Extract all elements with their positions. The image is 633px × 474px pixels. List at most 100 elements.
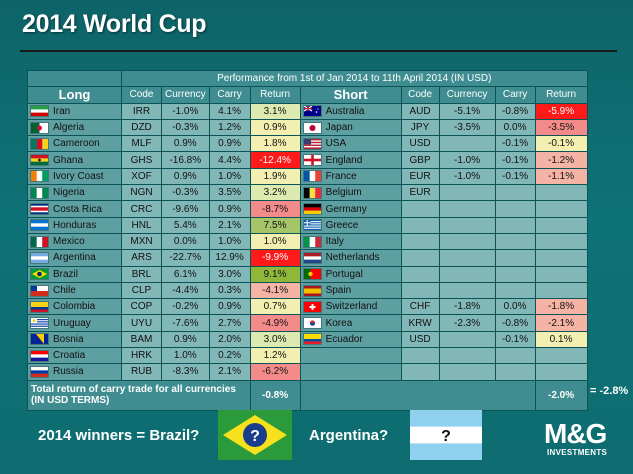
long-country-name: Uruguay — [53, 317, 91, 329]
short-country-name: Ecuador — [325, 333, 363, 345]
long-code: CRC — [121, 200, 162, 218]
long-return: -9.9% — [249, 249, 301, 267]
short-country-name: Netherlands — [325, 252, 380, 264]
long-country-name: Honduras — [53, 219, 97, 231]
long-currency: -4.4% — [161, 281, 210, 300]
long-carry: 2.7% — [208, 314, 251, 332]
france-flag-icon — [302, 170, 322, 183]
long-carry: 2.1% — [208, 363, 251, 381]
long-currency: 0.9% — [161, 330, 210, 349]
long-country-name: Mexico — [53, 236, 85, 248]
short-carry — [494, 216, 536, 234]
short-carry — [494, 200, 536, 218]
long-code: XOF — [121, 167, 162, 186]
short-return: -1.2% — [534, 151, 588, 169]
long-country-name: Russia — [53, 366, 84, 378]
long-code: MLF — [121, 135, 162, 153]
short-code: EUR — [400, 184, 440, 202]
short-code: USD — [400, 330, 440, 349]
total-net-return: = -2.8% — [590, 385, 629, 397]
short-code: GBP — [400, 151, 440, 169]
short-country-cell: England — [299, 151, 402, 169]
long-code: HNL — [121, 216, 162, 234]
total-spacer — [299, 379, 536, 411]
blank-header-cell — [27, 69, 122, 88]
long-country-name: Costa Rica — [53, 203, 102, 215]
long-country-cell: Honduras — [27, 216, 122, 234]
short-country-cell — [299, 347, 402, 365]
costa-rica-flag-icon — [30, 203, 49, 216]
ghana-flag-icon — [30, 154, 49, 167]
long-code: IRR — [121, 102, 162, 120]
argentina-question-mark: ? — [441, 428, 451, 445]
short-return: -2.1% — [534, 314, 588, 332]
usa-flag-icon — [302, 137, 322, 150]
table-row: Russia RUB -8.3% 2.1% -6.2% — [27, 363, 588, 381]
short-country-cell: Switzerland — [299, 298, 402, 316]
short-country-cell: Spain — [299, 281, 402, 300]
long-return: 0.9% — [249, 118, 301, 137]
short-currency — [438, 330, 496, 349]
long-currency: 0.9% — [161, 135, 210, 153]
table-row: Brazil BRL 6.1% 3.0% 9.1% Portugal — [27, 265, 588, 283]
short-code — [400, 281, 440, 300]
short-country-cell: Greece — [299, 216, 402, 234]
long-currency: 0.0% — [161, 232, 210, 251]
short-currency — [438, 184, 496, 202]
long-carry: 1.0% — [208, 232, 251, 251]
short-return — [534, 216, 588, 234]
short-country-cell: Korea — [299, 314, 402, 332]
long-carry: 1.2% — [208, 118, 251, 137]
short-currency — [438, 135, 496, 153]
short-carry — [494, 249, 536, 267]
table-row: Cameroon MLF 0.9% 0.9% 1.8% USA USD -0.1% -0.1% — [27, 135, 588, 153]
short-country-cell: Italy — [299, 232, 402, 251]
short-country-cell: Australia — [299, 102, 402, 120]
short-return — [534, 249, 588, 267]
table-row: Argentina ARS -22.7% 12.9% -9.9% Netherlands — [27, 249, 588, 267]
short-carry: -0.8% — [494, 102, 536, 120]
long-country-cell: Algeria — [27, 118, 122, 137]
argentina-flag-icon: ? — [410, 410, 482, 465]
long-country-name: Ivory Coast — [53, 170, 104, 182]
short-currency — [438, 249, 496, 267]
long-header: Long — [27, 86, 122, 104]
logo-name: M&G — [544, 418, 607, 449]
long-code: UYU — [121, 314, 162, 332]
england-flag-icon — [302, 154, 322, 167]
long-code: BAM — [121, 330, 162, 349]
short-currency: -2.3% — [438, 314, 496, 332]
short-country-name: Greece — [325, 219, 359, 231]
long-country-name: Brazil — [53, 268, 79, 280]
long-return: 1.8% — [249, 135, 301, 153]
short-return — [534, 200, 588, 218]
long-country-name: Chile — [53, 285, 76, 296]
table-row: Costa Rica CRC -9.6% 0.9% -8.7% Germany — [27, 200, 588, 218]
honduras-flag-icon — [30, 219, 49, 232]
iran-flag-icon — [30, 105, 49, 118]
long-currency: 1.0% — [161, 347, 210, 365]
long-currency: -0.3% — [161, 118, 210, 137]
long-carry: 3.5% — [208, 184, 251, 202]
winners-text: 2014 winners = Brazil? — [38, 427, 200, 444]
short-return — [534, 232, 588, 251]
short-code: AUD — [400, 102, 440, 120]
table-row: Honduras HNL 5.4% 2.1% 7.5% Greece — [27, 216, 588, 234]
long-country-cell: Ghana — [27, 151, 122, 169]
long-currency: 5.4% — [161, 216, 210, 234]
total-label: Total return of carry trade for all curr… — [27, 379, 251, 411]
long-code: DZD — [121, 118, 162, 137]
col-code-short: Code — [400, 86, 440, 104]
long-return: 9.1% — [249, 265, 301, 283]
short-carry — [494, 232, 536, 251]
cameroon-flag-icon — [30, 137, 49, 150]
short-code: EUR — [400, 167, 440, 186]
short-country-name: Australia — [325, 105, 365, 117]
long-carry: 1.0% — [208, 167, 251, 186]
mexico-flag-icon — [30, 235, 49, 248]
long-return: 0.7% — [249, 298, 301, 316]
short-return: -3.5% — [534, 118, 588, 137]
table-row: Ghana GHS -16.8% 4.4% -12.4% England GBP -1.0% -… — [27, 151, 588, 169]
short-country-cell: Germany — [299, 200, 402, 218]
long-return: -4.9% — [249, 314, 301, 332]
